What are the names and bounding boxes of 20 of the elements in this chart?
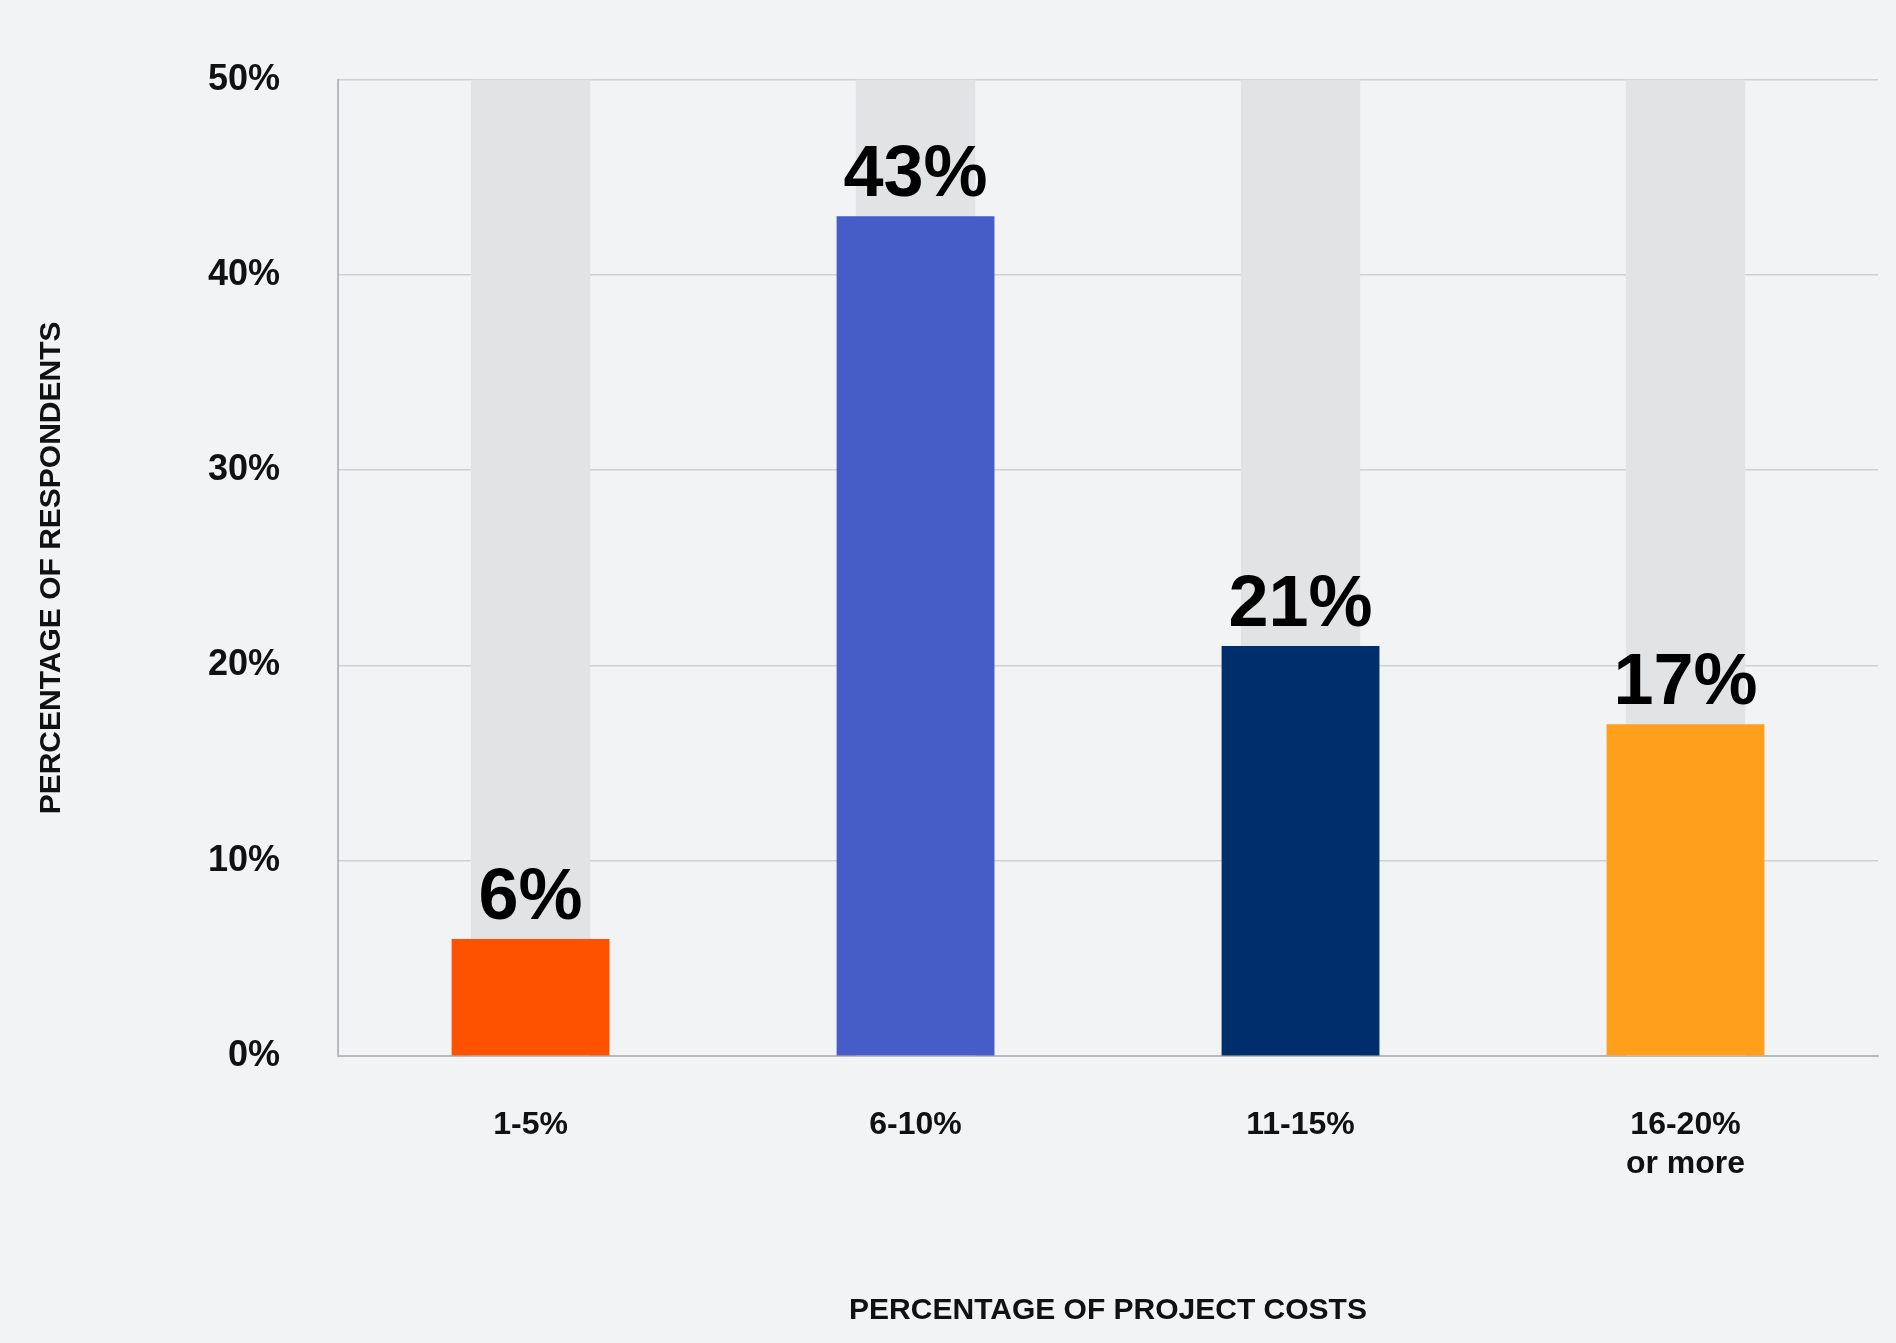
- y-axis-title: PERCENTAGE OF RESPONDENTS: [33, 321, 67, 815]
- data-label: 17%: [1613, 639, 1758, 720]
- bar: [1221, 646, 1380, 1056]
- x-tick-label: 16-20% or more: [1625, 1105, 1746, 1180]
- x-axis-title: PERCENTAGE OF PROJECT COSTS: [849, 1292, 1367, 1326]
- bar: [1606, 724, 1765, 1056]
- data-label: 43%: [843, 131, 988, 212]
- y-tick-label: 10%: [207, 837, 281, 879]
- x-tick-label: 6-10%: [869, 1105, 962, 1142]
- y-tick-label: 30%: [207, 447, 281, 489]
- bar: [451, 939, 610, 1056]
- data-label: 21%: [1228, 560, 1373, 641]
- y-tick-label: 20%: [207, 642, 281, 684]
- y-tick-label: 40%: [207, 251, 281, 293]
- y-tick-label: 0%: [228, 1033, 281, 1075]
- data-label: 6%: [478, 853, 583, 934]
- x-tick-label: 11-15%: [1246, 1105, 1355, 1142]
- x-tick-label: 1-5%: [493, 1105, 568, 1142]
- bar: [836, 216, 995, 1056]
- y-tick-label: 50%: [207, 56, 281, 98]
